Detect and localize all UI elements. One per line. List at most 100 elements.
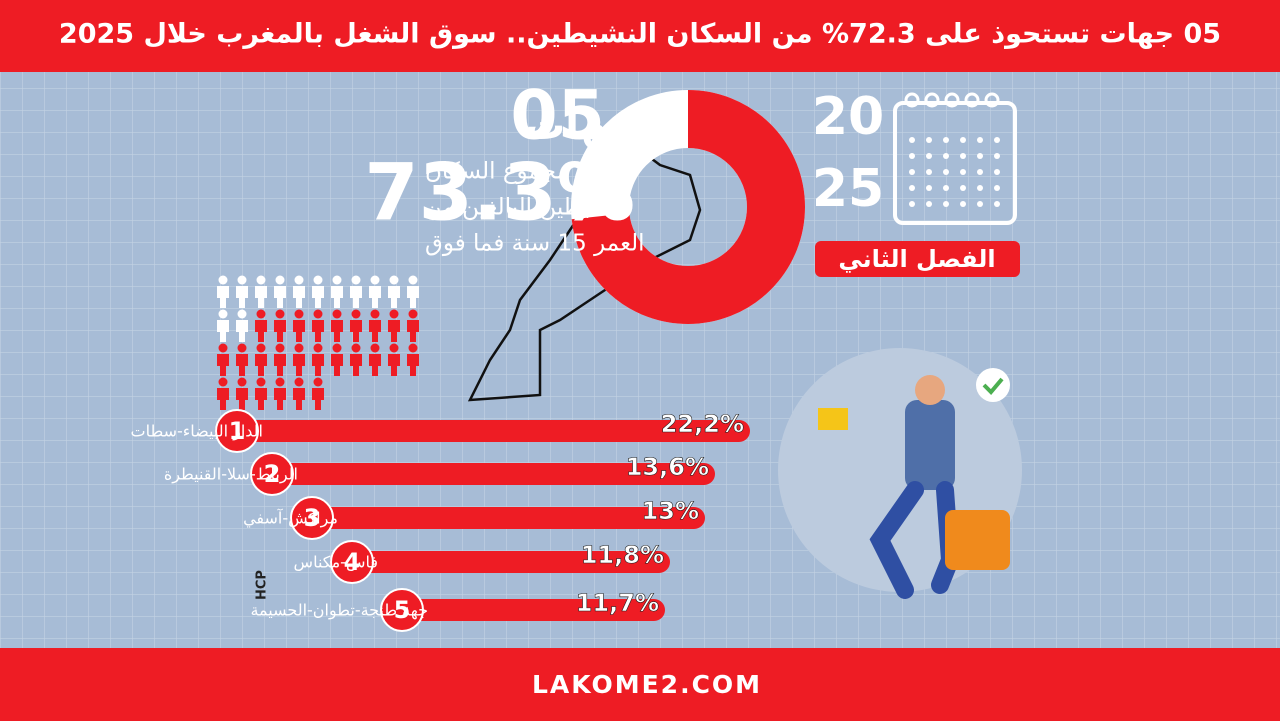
person-body xyxy=(293,320,305,342)
rank-circle xyxy=(330,540,374,584)
person-head xyxy=(370,343,380,353)
calendar-dot xyxy=(909,169,915,175)
person-head xyxy=(218,275,228,285)
person-body xyxy=(407,320,419,342)
person-head xyxy=(313,275,323,285)
person-head xyxy=(389,275,399,285)
person-body xyxy=(236,388,248,410)
person-body xyxy=(293,388,305,410)
calendar-dot xyxy=(926,185,932,191)
calendar-dot xyxy=(977,137,983,143)
rank-circle xyxy=(215,409,259,453)
person-head xyxy=(313,343,323,353)
person-head xyxy=(294,377,304,387)
share-label: 73.3% xyxy=(364,148,635,238)
person-head xyxy=(218,377,228,387)
calendar-dot xyxy=(909,201,915,207)
person-body xyxy=(217,320,229,342)
person-head xyxy=(256,309,266,319)
calendar-icon xyxy=(893,101,1017,225)
person-body xyxy=(350,286,362,308)
calendar-dot xyxy=(943,201,949,207)
person-body xyxy=(331,354,343,376)
rank-circle xyxy=(250,452,294,496)
description-line: النشيطين البالغين من xyxy=(425,195,630,221)
calendar-dot xyxy=(994,137,1000,143)
person-head xyxy=(408,309,418,319)
calendar-dot xyxy=(943,153,949,159)
calendar-dot xyxy=(977,153,983,159)
region-name: جهة طنجة-تطوان-الحسيمة xyxy=(250,601,428,621)
calendar-dot xyxy=(994,169,1000,175)
rank-number: 3 xyxy=(304,504,321,532)
person-body xyxy=(236,286,248,308)
region-value: 11,7% xyxy=(576,589,659,617)
regions-word: جهات xyxy=(525,103,635,149)
person-head xyxy=(275,377,285,387)
person-body xyxy=(255,354,267,376)
person-body xyxy=(293,286,305,308)
calendar-dot xyxy=(909,137,915,143)
rank-bar xyxy=(290,507,705,529)
person-body xyxy=(274,388,286,410)
person-body xyxy=(255,388,267,410)
person-body xyxy=(407,286,419,308)
person-head xyxy=(370,275,380,285)
person-head xyxy=(332,343,342,353)
calendar-dot xyxy=(926,153,932,159)
person-body xyxy=(407,354,419,376)
person-body xyxy=(312,388,324,410)
calendar-dot xyxy=(909,153,915,159)
person-head xyxy=(237,275,247,285)
calendar-dot xyxy=(960,169,966,175)
person-head xyxy=(332,309,342,319)
region-name: مراكش-آسفي xyxy=(243,509,338,529)
person-head xyxy=(313,377,323,387)
person-body xyxy=(369,286,381,308)
calendar-dot xyxy=(926,137,932,143)
person-body xyxy=(388,286,400,308)
pictogram xyxy=(217,275,419,410)
year-top: 20 xyxy=(812,87,884,147)
person-body xyxy=(369,354,381,376)
description-line: من مجموع السكان xyxy=(425,159,606,185)
calendar-ring xyxy=(984,92,1000,108)
figure-head xyxy=(915,375,945,405)
calendar-dot xyxy=(960,137,966,143)
regions-count: 05 xyxy=(510,77,605,156)
person-head xyxy=(275,275,285,285)
person-body xyxy=(255,286,267,308)
region-value: 13,6% xyxy=(626,453,709,481)
person-body xyxy=(312,354,324,376)
year-bottom: 25 xyxy=(812,159,884,219)
person-body xyxy=(388,320,400,342)
person-body xyxy=(312,286,324,308)
person-body xyxy=(236,320,248,342)
calendar-dot xyxy=(943,137,949,143)
person-head xyxy=(218,343,228,353)
calendar-ring xyxy=(924,92,940,108)
calendar-dot xyxy=(943,169,949,175)
person-head xyxy=(351,309,361,319)
region-value: 22,2% xyxy=(661,410,744,438)
calendar-dot xyxy=(909,185,915,191)
donut xyxy=(571,90,805,324)
person-body xyxy=(388,354,400,376)
region-name: فاس-مكناس xyxy=(294,553,378,572)
person-head xyxy=(275,343,285,353)
person-head xyxy=(237,377,247,387)
calendar-dot xyxy=(994,153,1000,159)
person-head xyxy=(294,309,304,319)
person-body xyxy=(274,320,286,342)
person-body xyxy=(350,354,362,376)
person-head xyxy=(256,275,266,285)
person-body xyxy=(236,354,248,376)
person-body xyxy=(217,286,229,308)
person-head xyxy=(370,309,380,319)
person-head xyxy=(237,343,247,353)
description-line: العمر 15 سنة فما فوق xyxy=(425,231,645,257)
person-head xyxy=(275,309,285,319)
calendar-dot xyxy=(977,185,983,191)
calendar-dot xyxy=(926,201,932,207)
